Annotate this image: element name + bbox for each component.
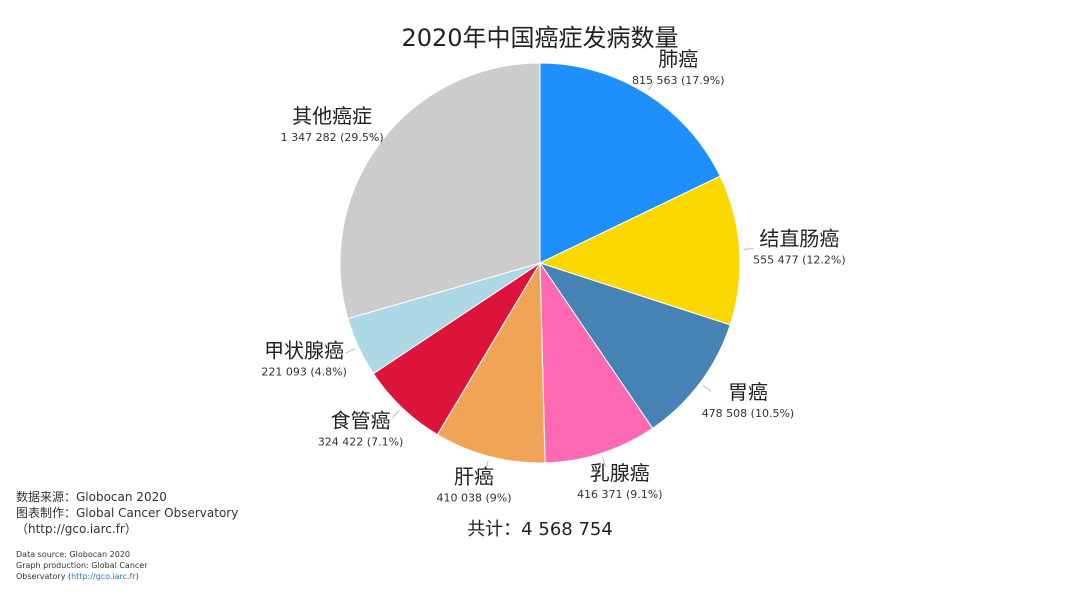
pie-slice	[539, 261, 654, 464]
leader-line	[648, 81, 655, 91]
pie-slice	[339, 62, 541, 320]
slice-value-label: 416 371 (9.1%)	[577, 488, 663, 501]
slice-value-label: 410 038 (9%)	[437, 491, 512, 504]
leader-line	[743, 248, 754, 250]
chart-title: 2020年中国癌症发病数量	[401, 24, 679, 52]
pie-slice	[538, 262, 731, 429]
source-english: Data source: Globocan 2020 Graph product…	[16, 549, 148, 582]
leader-line	[368, 134, 378, 141]
source-cn-line1: 数据来源：Globocan 2020	[16, 490, 167, 504]
slice-value-label: 1 347 282 (29.5%)	[281, 131, 384, 144]
slice-label: 肝癌	[454, 464, 494, 488]
leader-line	[702, 385, 712, 392]
source-en-line1: Data source: Globocan 2020	[16, 550, 131, 559]
source-cn-line3: （http://gco.iarc.fr）	[16, 522, 137, 536]
slice-value-label: 478 508 (10.5%)	[702, 407, 795, 420]
slice-label: 食管癌	[331, 408, 391, 432]
source-en-line3-post: )	[135, 572, 139, 581]
slice-labels: 肺癌 815 563 (17.9%) 结直肠癌 555 477 (12.2%) 胃癌 47…	[261, 47, 845, 504]
source-en-line3: Observatory (http://gco.iarc.fr)	[16, 571, 148, 582]
source-cn-line2: 图表制作：Global Cancer Observatory	[16, 506, 239, 520]
pie-slice	[436, 261, 546, 464]
source-en-line3-pre: Observatory (	[16, 572, 72, 581]
source-chinese: 数据来源：Globocan 2020 图表制作：Global Cancer Ob…	[16, 489, 238, 537]
slice-value-label: 221 093 (4.8%)	[261, 366, 347, 379]
source-link[interactable]: http://gco.iarc.fr	[71, 572, 136, 581]
source-en-line2: Graph production: Global Cancer	[16, 561, 148, 570]
slice-label: 甲状腺癌	[264, 339, 344, 363]
slice-label: 肺癌	[658, 47, 698, 71]
pie-slices	[339, 62, 741, 464]
slice-label: 胃癌	[728, 380, 768, 404]
leader-line	[485, 460, 489, 471]
leader-line	[391, 410, 400, 419]
slice-value-label: 324 422 (7.1%)	[318, 435, 404, 448]
total-label: 共计：4 568 754	[467, 519, 613, 540]
leader-line	[345, 348, 356, 354]
slice-value-label: 815 563 (17.9%)	[632, 74, 725, 87]
pie-slice	[539, 62, 721, 264]
slice-label: 乳腺癌	[590, 461, 650, 485]
slice-label: 结直肠癌	[759, 227, 839, 251]
slice-value-label: 555 477 (12.2%)	[753, 254, 846, 267]
leader-line	[602, 457, 607, 467]
label-leader-lines	[345, 81, 754, 471]
slice-label: 其他癌症	[292, 104, 372, 128]
pie-slice	[538, 175, 741, 326]
